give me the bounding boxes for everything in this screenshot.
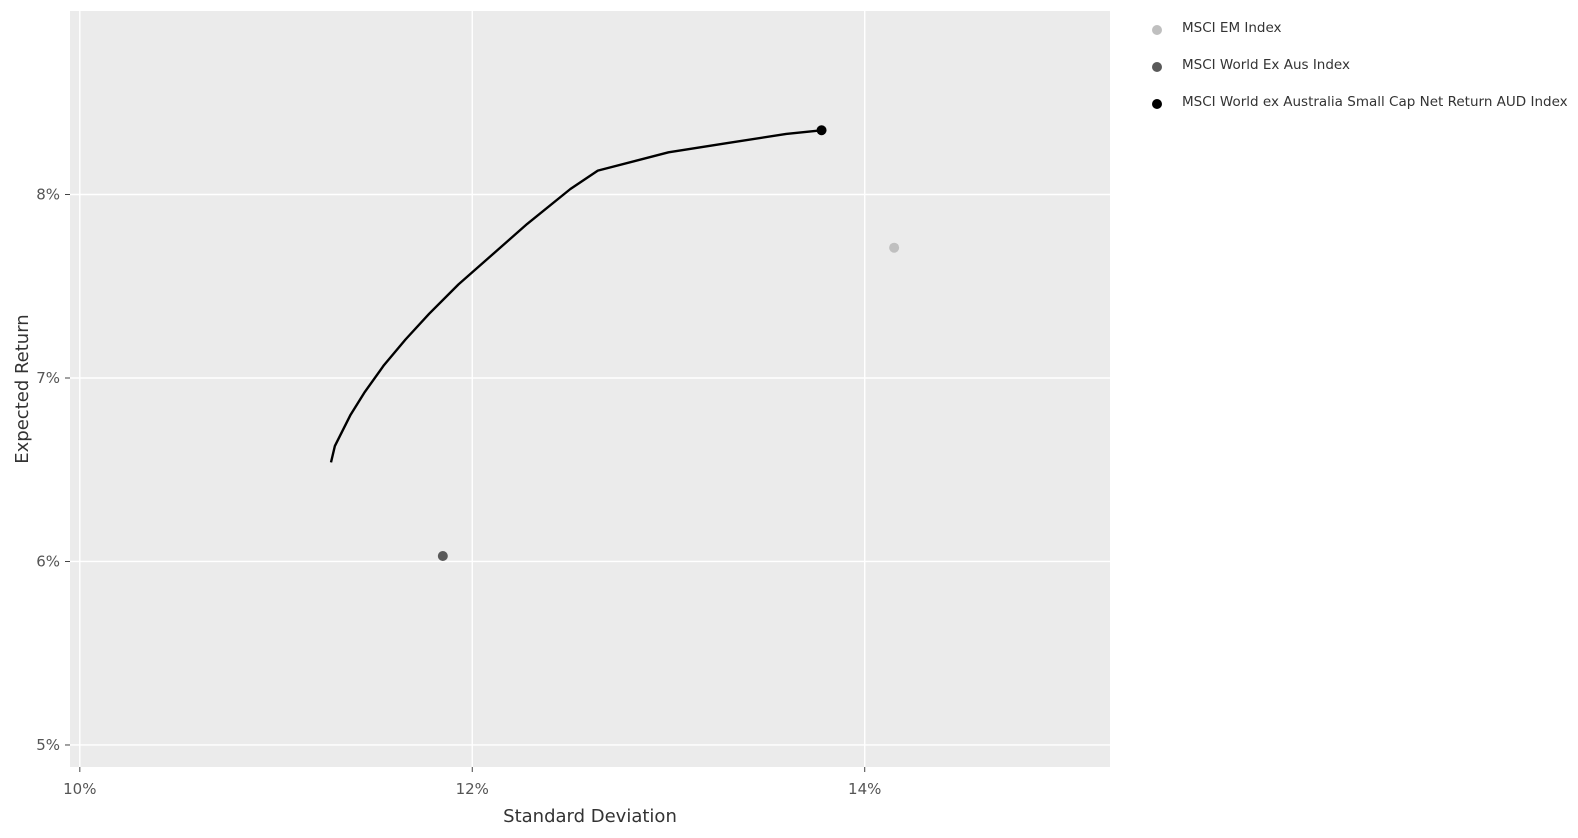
axis-ticks: 10% 12% 14% 5% 6% 7% 8% [36,185,881,798]
data-point-series-1 [437,550,448,561]
legend-label: MSCI World Ex Aus Index [1182,57,1350,73]
efficient-frontier-line [329,129,822,463]
data-points [437,125,900,561]
legend-label: MSCI EM Index [1182,20,1282,36]
x-tick-label: 14% [848,780,881,798]
y-tick-label: 8% [36,185,60,203]
grid-lines [70,11,1110,767]
legend-dot-icon [1152,62,1162,72]
x-tick-label: 12% [456,780,489,798]
y-axis-title: Expected Return [12,314,33,463]
legend-dot-icon [1152,99,1162,109]
data-point-series-0 [889,242,900,253]
data-point-series-2 [816,125,827,136]
y-tick-label: 6% [36,552,60,570]
legend-label: MSCI World ex Australia Small Cap Net Re… [1182,94,1568,110]
y-tick-label: 7% [36,369,60,387]
plot-panel [70,11,1110,767]
x-axis-title: Standard Deviation [503,806,677,827]
legend-dot-icon [1152,25,1162,35]
y-tick-label: 5% [36,736,60,754]
x-tick-label: 10% [63,780,96,798]
